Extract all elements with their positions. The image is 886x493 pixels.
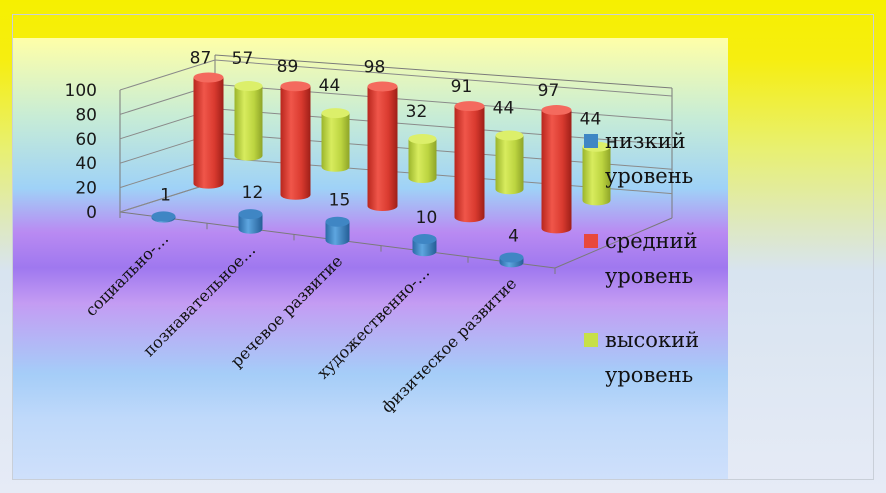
bar-high	[321, 108, 350, 172]
legend: низкий уровень средний уровень высокий уровен…	[584, 129, 699, 387]
category-label: социально-…	[81, 229, 172, 320]
y-tick-label: 20	[75, 179, 97, 199]
legend-entry-mid: средний уровень	[584, 229, 698, 288]
data-label-high: 57	[232, 49, 254, 69]
bar-top	[234, 81, 263, 92]
bar-mid	[367, 81, 398, 211]
legend-swatch	[584, 134, 598, 148]
data-labels: 57 44 32 44 44 87 89 98 91 97 1 12 15 10 4	[160, 48, 601, 246]
bar-top	[454, 101, 485, 112]
bar-body	[321, 113, 350, 172]
bar-low	[412, 234, 437, 257]
back-top-edge	[214, 54, 673, 89]
bar-high	[495, 130, 524, 195]
category-labels: социально-…познавательное…речевое развит…	[81, 229, 520, 417]
data-label-low: 12	[242, 183, 264, 203]
data-label-low: 1	[160, 185, 171, 205]
y-tick-label: 40	[75, 154, 97, 174]
bar-top	[325, 216, 350, 227]
bar-mid	[454, 101, 485, 223]
legend-label: уровень	[605, 164, 693, 188]
gridline-back-100	[214, 59, 673, 97]
data-label-high: 44	[493, 99, 515, 119]
y-tick-label: 80	[75, 105, 97, 125]
bar-body	[238, 214, 263, 234]
bar-mid	[280, 81, 311, 200]
bar-top	[151, 211, 176, 222]
y-axis-ticks: 0 20 40 60 80 100	[65, 81, 97, 223]
data-label-mid: 89	[277, 57, 299, 77]
legend-label: уровень	[605, 363, 693, 387]
bar-top	[280, 81, 311, 92]
bar-top	[408, 133, 437, 144]
bar-body	[234, 86, 263, 161]
bar-body	[280, 86, 311, 200]
legend-label: высокий	[605, 328, 699, 352]
data-label-high: 32	[406, 102, 428, 122]
bar-top	[495, 130, 524, 141]
bar-top	[321, 108, 350, 119]
data-label-high: 44	[319, 76, 341, 96]
data-label-mid: 87	[190, 48, 212, 68]
data-label-high: 44	[580, 110, 602, 130]
data-label-mid: 97	[538, 81, 560, 101]
data-label-low: 10	[416, 208, 438, 228]
bar-low	[325, 216, 350, 245]
bar-top	[412, 234, 437, 244]
data-label-mid: 98	[364, 57, 386, 77]
bar-body	[325, 221, 350, 245]
bar-high	[408, 133, 437, 184]
bar-body	[454, 106, 485, 223]
bar-body	[495, 135, 524, 195]
bar-low	[499, 252, 524, 268]
legend-label: средний	[605, 229, 698, 253]
bar-top	[193, 72, 224, 83]
legend-entry-high: высокий уровень	[584, 328, 699, 387]
data-label-mid: 91	[451, 77, 473, 97]
bar-body	[193, 77, 224, 189]
legend-label: низкий	[605, 129, 686, 153]
y-tick-label: 0	[86, 203, 97, 223]
bar-body	[408, 138, 437, 184]
legend-label: уровень	[605, 264, 693, 288]
y-tick-label: 100	[65, 81, 97, 101]
bar-top	[499, 252, 524, 263]
right-floor-edge	[554, 217, 673, 269]
y-tick-label: 60	[75, 130, 97, 150]
data-label-low: 15	[329, 191, 351, 211]
data-label-low: 4	[508, 227, 519, 247]
legend-swatch	[584, 333, 598, 347]
bar-mid	[193, 72, 224, 189]
bar-top	[367, 81, 398, 92]
bar-low	[238, 209, 263, 234]
bars	[151, 72, 611, 268]
bar-top	[541, 105, 572, 116]
bar-top	[238, 209, 263, 220]
bar-mid	[541, 105, 572, 234]
gridline-left-100	[119, 59, 216, 91]
bar-body	[541, 110, 572, 234]
bar-body	[582, 146, 611, 206]
bar-high	[234, 81, 263, 161]
bar-body	[367, 86, 398, 211]
bar-low	[151, 211, 176, 223]
legend-swatch	[584, 234, 598, 248]
legend-entry-low: низкий уровень	[584, 129, 693, 188]
x-axis-ticks	[119, 212, 556, 274]
